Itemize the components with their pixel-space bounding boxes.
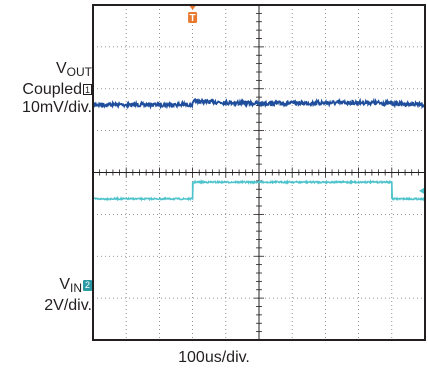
trigger-marker: T [188, 6, 198, 24]
channel1-label: VOUT Coupled 1 10mV/div. [22, 60, 92, 117]
channel1-scale: 10mV/div. [22, 99, 92, 116]
channel2-scale: 2V/div. [44, 297, 92, 314]
channel2-marker: 2 [83, 280, 92, 291]
plot-frame [92, 4, 426, 341]
trigger-label: T [190, 13, 196, 24]
channel1-trace [92, 97, 426, 110]
channel2-name: VIN 2 [59, 276, 92, 295]
plot-traces [92, 97, 426, 202]
channel1-marker: 1 [83, 84, 92, 95]
trigger-arrow [189, 6, 196, 10]
channel1-coupling: Coupled 1 [22, 81, 92, 98]
plot-grid [92, 4, 426, 341]
channel2-level-arrow [419, 187, 424, 194]
channel2-trace [92, 179, 426, 202]
trigger-badge [188, 12, 198, 23]
channel2-label: VIN 2 2V/div. [44, 276, 92, 315]
channel1-name: VOUT [55, 60, 92, 79]
x-axis-scale: 100us/div. [178, 349, 250, 366]
